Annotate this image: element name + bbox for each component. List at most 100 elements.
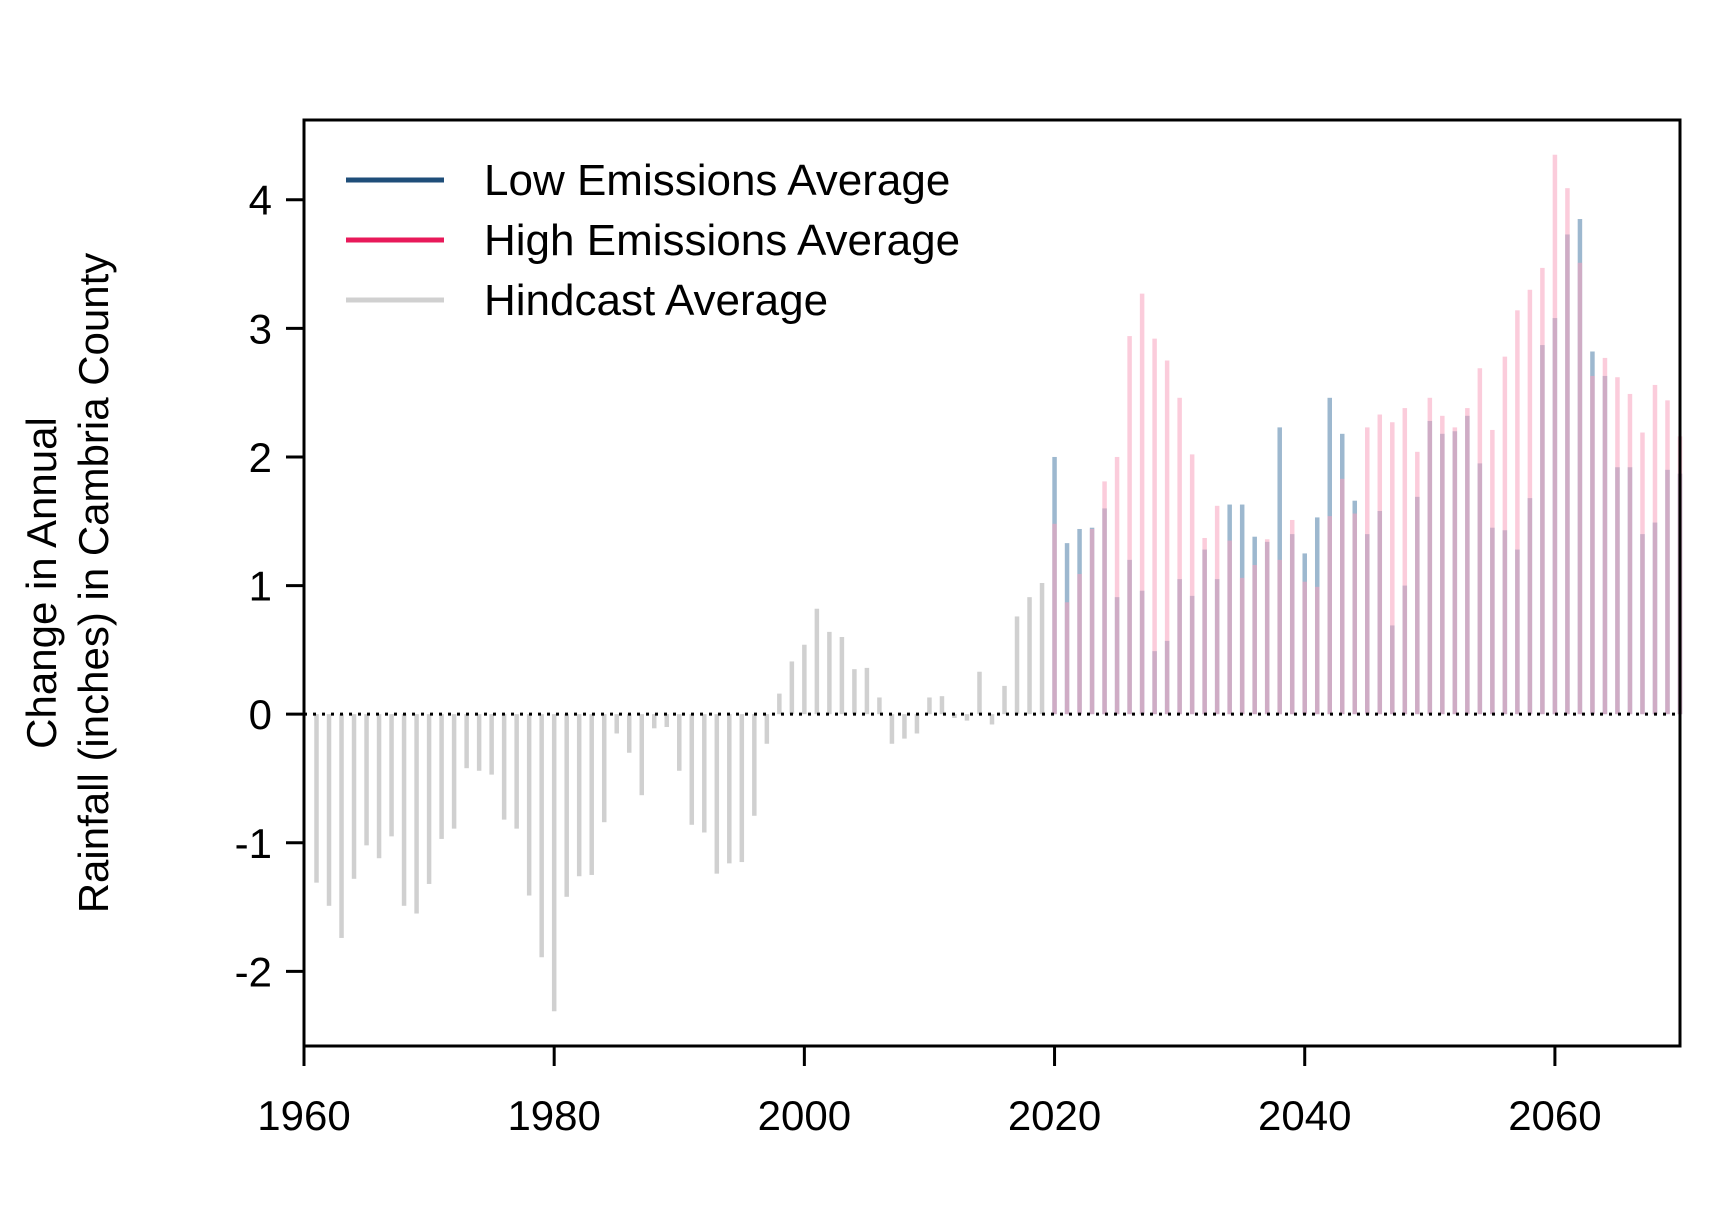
- hindcast-bar-1994: [727, 714, 732, 864]
- high-emissions-bar-2057: [1515, 310, 1520, 715]
- hindcast-bar-2008: [902, 714, 907, 739]
- high-emissions-bar-2025: [1114, 456, 1120, 715]
- hindcast-bar-1979: [539, 714, 544, 958]
- hindcast-bar-1996: [752, 714, 757, 816]
- hindcast-bar-1983: [589, 714, 594, 875]
- hindcast-bar-1981: [564, 714, 569, 897]
- high-emissions-bar-2065: [1615, 377, 1620, 715]
- hindcast-bar-1972: [451, 714, 457, 829]
- hindcast-bar-2001: [814, 608, 820, 715]
- hindcast-bar-2016: [1002, 685, 1007, 715]
- high-emissions-bar-2040: [1302, 581, 1307, 715]
- hindcast-bar-1992: [702, 714, 707, 833]
- hindcast-bar-2003: [839, 637, 845, 715]
- high-emissions-bar-2044: [1352, 513, 1358, 715]
- high-emissions-bar-2036: [1252, 564, 1257, 715]
- y-tick-label: 4: [249, 177, 272, 224]
- high-emissions-bar-2053: [1465, 408, 1470, 715]
- y-axis: -2 -1 0 1 2 3 4: [235, 177, 304, 995]
- hindcast-bar-1968: [401, 714, 407, 906]
- hindcast-bar-1962: [326, 714, 332, 906]
- hindcast-bar-1997: [764, 714, 770, 744]
- hindcast-bar-2019: [1039, 583, 1045, 715]
- y-tick-label: 1: [249, 563, 272, 610]
- high-emissions-bar-2033: [1214, 505, 1220, 715]
- hindcast-bar-1991: [689, 714, 695, 825]
- hindcast-bar-1999: [789, 661, 795, 715]
- high-emissions-bar-2043: [1340, 478, 1345, 715]
- high-emissions-bar-2039: [1289, 519, 1295, 715]
- hindcast-bar-2011: [939, 696, 945, 715]
- x-tick-label: 1960: [257, 1092, 350, 1139]
- hindcast-bar-1970: [426, 714, 432, 884]
- y-tick-label: 0: [249, 691, 272, 738]
- high-emissions-bar-2068: [1652, 384, 1658, 715]
- high-emissions-bar-2059: [1540, 267, 1545, 715]
- y-tick-label: -2: [235, 948, 272, 995]
- hindcast-bar-1971: [439, 714, 444, 839]
- high-emissions-bar-2067: [1640, 432, 1645, 715]
- hindcast-bar-1988: [652, 714, 657, 729]
- high-emissions-bar-2048: [1402, 408, 1408, 715]
- high-emissions-bars: [1052, 154, 1683, 715]
- hindcast-bar-1998: [777, 693, 782, 715]
- legend: Low Emissions Average High Emissions Aver…: [346, 156, 960, 325]
- hindcast-bar-2018: [1027, 597, 1032, 715]
- hindcast-bar-2009: [914, 714, 920, 734]
- y-axis-title: Change in Annual Rainfall (inches) in Cam…: [18, 253, 117, 914]
- hindcast-bar-1978: [526, 714, 532, 896]
- hindcast-bar-1995: [739, 714, 745, 863]
- hindcast-bar-1975: [489, 714, 494, 775]
- hindcast-bar-1987: [639, 714, 644, 796]
- hindcast-bar-1990: [677, 714, 682, 771]
- x-tick-label: 2040: [1258, 1092, 1351, 1139]
- x-tick-label: 1980: [507, 1092, 600, 1139]
- high-emissions-bar-2023: [1089, 528, 1095, 715]
- high-emissions-bar-2056: [1502, 356, 1508, 715]
- high-emissions-bar-2069: [1665, 400, 1670, 715]
- high-emissions-bar-2049: [1415, 451, 1420, 715]
- hindcast-bar-2007: [889, 714, 895, 744]
- high-emissions-bar-2055: [1490, 429, 1495, 715]
- hindcast-bar-1980: [551, 714, 557, 1012]
- high-emissions-bar-2061: [1565, 188, 1570, 715]
- hindcast-bar-1982: [576, 714, 582, 877]
- hindcast-bar-1974: [476, 714, 482, 771]
- x-tick-label: 2020: [1008, 1092, 1101, 1139]
- hindcast-bar-2002: [827, 631, 832, 715]
- high-emissions-legend-label: High Emissions Average: [484, 216, 960, 265]
- high-emissions-bar-2058: [1527, 289, 1533, 715]
- y-tick-label: 2: [249, 434, 272, 481]
- hindcast-bar-1973: [464, 714, 469, 769]
- high-emissions-bar-2046: [1377, 414, 1383, 715]
- x-tick-label: 2060: [1508, 1092, 1601, 1139]
- hindcast-bar-1984: [601, 714, 607, 823]
- hindcast-bar-1965: [364, 714, 369, 846]
- high-emissions-bar-2054: [1477, 368, 1483, 715]
- high-emissions-bar-2045: [1365, 427, 1370, 715]
- high-emissions-bar-2052: [1452, 427, 1458, 715]
- hindcast-bar-2006: [877, 697, 882, 715]
- high-emissions-bar-2050: [1427, 397, 1433, 715]
- y-axis-title-line-2: Rainfall (inches) in Cambria County: [70, 253, 117, 914]
- hindcast-bar-1966: [376, 714, 382, 859]
- hindcast-bar-1967: [389, 714, 394, 837]
- high-emissions-bar-2066: [1627, 393, 1633, 715]
- y-tick-label: 3: [249, 305, 272, 352]
- hindcast-bar-1963: [339, 714, 344, 938]
- x-axis: 1960 1980 2000 2020 2040 2060: [257, 1044, 1602, 1139]
- hindcast-bar-1977: [514, 714, 519, 829]
- hindcast-bar-2015: [989, 714, 995, 725]
- high-emissions-bar-2035: [1239, 577, 1245, 715]
- hindcast-bar-2010: [927, 697, 932, 715]
- hindcast-bar-1993: [714, 714, 720, 874]
- y-tick-label: -1: [235, 820, 272, 867]
- hindcast-bar-1969: [414, 714, 419, 914]
- high-emissions-bar-2038: [1277, 559, 1282, 715]
- high-emissions-bar-2030: [1177, 397, 1182, 715]
- hindcast-bar-1986: [626, 714, 632, 753]
- hindcast-bar-1964: [351, 714, 357, 879]
- hindcast-bar-2013: [964, 714, 970, 721]
